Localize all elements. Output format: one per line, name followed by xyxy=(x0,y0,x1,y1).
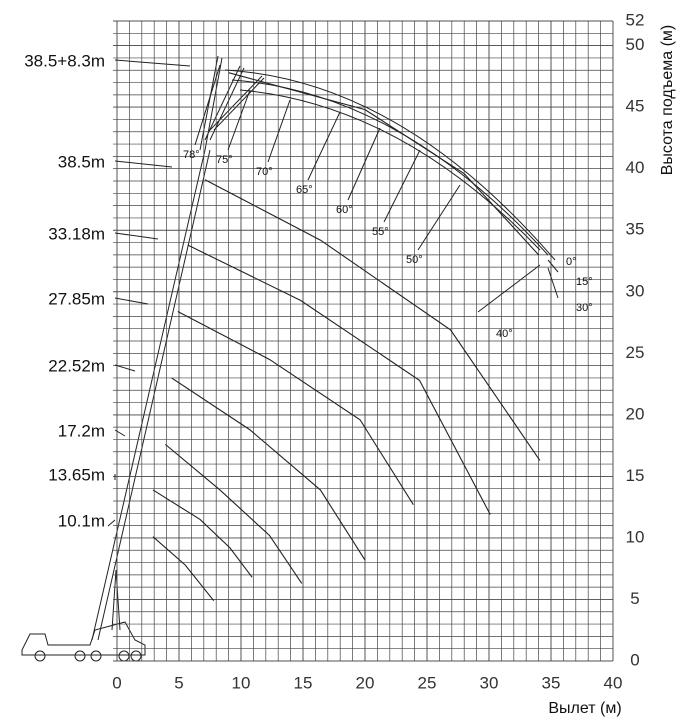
boom-length-label: 33.18m xyxy=(48,224,105,243)
y-tick-label: 30 xyxy=(626,281,645,300)
y-tick-label: 52 xyxy=(626,10,645,29)
boom-length-label: 38.5+8.3m xyxy=(24,51,105,70)
jib-line xyxy=(267,99,291,163)
x-tick-label: 0 xyxy=(112,673,121,692)
jib-line xyxy=(477,264,541,313)
y-tick-label: 25 xyxy=(626,343,645,362)
x-tick-label: 10 xyxy=(232,673,251,692)
y-tick-label: 35 xyxy=(626,220,645,239)
y-tick-label: 15 xyxy=(626,466,645,485)
label-leader xyxy=(114,429,126,437)
range-curve xyxy=(187,244,491,515)
x-tick-label: 35 xyxy=(542,673,561,692)
y-tick-label: 40 xyxy=(626,158,645,177)
x-tick-label: 5 xyxy=(174,673,183,692)
y-tick-label: 5 xyxy=(630,589,639,608)
range-curve xyxy=(165,443,303,584)
range-curve xyxy=(177,310,414,505)
boom-length-label: 22.52m xyxy=(48,356,105,375)
jib-line xyxy=(547,259,559,273)
jib-line xyxy=(547,267,559,299)
angle-label: 15° xyxy=(576,276,593,288)
angle-label: 50° xyxy=(406,254,423,266)
label-leader xyxy=(114,59,191,67)
angle-label: 60° xyxy=(336,204,353,216)
jib-line xyxy=(307,111,341,181)
boom-length-label: 38.5m xyxy=(58,152,105,171)
range-curve xyxy=(171,377,366,561)
y-tick-label: 10 xyxy=(626,527,645,546)
y-tick-label: 45 xyxy=(626,97,645,116)
y-tick-label: 50 xyxy=(626,35,645,54)
jib-arc xyxy=(224,69,556,261)
label-leader xyxy=(114,364,136,372)
label-leader xyxy=(107,519,116,527)
angle-label: 70° xyxy=(256,166,273,178)
jib-line xyxy=(194,64,221,146)
angle-label: 78° xyxy=(183,149,200,161)
angle-label: 65° xyxy=(296,184,313,196)
range-curve xyxy=(152,536,215,602)
x-axis-label: Вылет (м) xyxy=(548,700,621,717)
label-leader xyxy=(114,297,149,305)
range-curve xyxy=(204,179,541,461)
y-axis-label: Высота подъема (м) xyxy=(659,25,676,175)
boom-length-label: 27.85m xyxy=(48,289,105,308)
angle-label: 0° xyxy=(566,256,577,268)
angle-label: 55° xyxy=(372,226,389,238)
jib-line xyxy=(227,89,251,151)
label-leader xyxy=(114,160,173,168)
jib-line xyxy=(383,149,421,223)
boom-length-label: 10.1m xyxy=(58,511,105,530)
boom-length-label: 13.65m xyxy=(48,465,105,484)
label-leader xyxy=(114,232,159,240)
x-tick-label: 15 xyxy=(294,673,313,692)
angle-label: 75° xyxy=(216,154,233,166)
x-tick-label: 20 xyxy=(356,673,375,692)
angle-label: 40° xyxy=(496,328,513,340)
x-tick-label: 40 xyxy=(604,673,623,692)
angle-label: 30° xyxy=(576,302,593,314)
jib-line xyxy=(347,127,381,201)
y-tick-label: 20 xyxy=(626,404,645,423)
range-curve xyxy=(152,489,253,578)
boom-length-label: 17.2m xyxy=(58,421,105,440)
y-tick-label: 0 xyxy=(630,650,639,669)
jib-line xyxy=(417,184,461,251)
x-tick-label: 25 xyxy=(418,673,437,692)
x-tick-label: 30 xyxy=(480,673,499,692)
